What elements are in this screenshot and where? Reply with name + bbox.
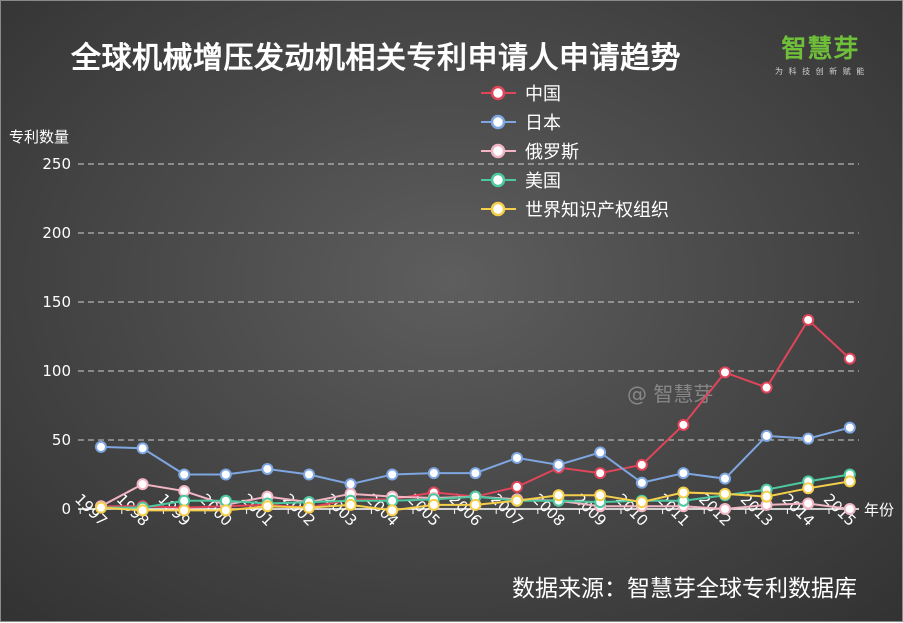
data-point: [219, 504, 232, 517]
data-point: [469, 467, 482, 480]
data-point: [843, 475, 856, 488]
data-point: [552, 458, 565, 471]
series-4: [95, 475, 856, 517]
data-point: [344, 498, 357, 511]
data-point: [511, 480, 523, 493]
data-point: [95, 501, 107, 514]
y-tick-label: 250: [42, 155, 71, 173]
x-tick-label: 2014: [778, 490, 818, 530]
watermark-text: @ 智慧芽: [627, 382, 713, 406]
data-point: [635, 476, 648, 489]
data-point: [386, 504, 399, 517]
legend-marker: [490, 172, 506, 188]
y-tick-label: 100: [42, 362, 71, 380]
data-point: [427, 498, 440, 511]
data-point: [178, 504, 191, 517]
data-point: [760, 429, 773, 442]
data-point: [843, 352, 856, 365]
y-tick-label: 200: [42, 224, 71, 242]
data-point: [760, 381, 773, 394]
data-point: [594, 467, 607, 480]
data-point: [511, 451, 523, 464]
data-point: [760, 490, 773, 503]
data-point: [719, 487, 731, 500]
data-point: [178, 485, 191, 498]
legend-marker: [490, 201, 506, 217]
x-axis-title: 年份: [864, 501, 894, 519]
data-point: [469, 498, 482, 511]
legend-label: 俄罗斯: [525, 142, 579, 163]
data-point: [136, 442, 149, 455]
data-point: [219, 494, 232, 507]
logo-tagline: 为 科 技 创 新 赋 能: [775, 67, 866, 76]
data-point: [594, 446, 607, 459]
series-lines: [95, 313, 856, 517]
data-point: [219, 468, 232, 481]
data-point: [136, 478, 149, 491]
legend-item: 美国: [481, 171, 561, 192]
data-point: [552, 489, 565, 502]
legend-item: 中国: [481, 84, 561, 105]
legend-label: 美国: [525, 171, 561, 192]
data-point: [802, 432, 815, 445]
series-line: [101, 318, 851, 509]
data-point: [261, 462, 274, 475]
data-point: [178, 468, 191, 481]
data-point: [344, 478, 357, 491]
legend-marker: [490, 143, 506, 159]
data-point: [261, 500, 274, 513]
data-point: [303, 501, 315, 514]
data-point: [95, 440, 107, 453]
data-point: [802, 497, 815, 510]
chart-title: 全球机械增压发动机相关专利申请人申请趋势: [71, 41, 681, 76]
y-tick-label: 50: [52, 431, 71, 449]
data-point: [178, 494, 191, 507]
data-point: [843, 503, 856, 515]
legend-item: 日本: [481, 113, 561, 134]
data-point: [635, 496, 648, 509]
data-point: [136, 504, 149, 517]
legend-label: 中国: [525, 84, 561, 105]
data-point: [386, 494, 399, 507]
data-point: [427, 467, 440, 480]
data-point: [677, 486, 690, 499]
series-0: [95, 313, 856, 514]
data-point: [677, 467, 690, 480]
legend-marker: [490, 114, 506, 130]
gridlines: [78, 163, 859, 441]
legend-marker: [490, 85, 506, 101]
logo-text: 智慧芽: [781, 34, 860, 63]
legend-item: 俄罗斯: [481, 142, 579, 163]
data-point: [594, 489, 607, 502]
y-tick-label: 0: [61, 500, 71, 518]
data-source-note: 数据来源：智慧芽全球专利数据库: [512, 576, 857, 602]
data-point: [843, 421, 856, 434]
legend-label: 日本: [525, 113, 561, 134]
y-axis-title: 专利数量: [9, 128, 69, 146]
data-point: [802, 482, 815, 495]
data-point: [303, 468, 315, 481]
data-point: [802, 313, 815, 326]
legend-label: 世界知识产权组织: [525, 200, 669, 221]
data-point: [511, 494, 523, 507]
data-point: [677, 418, 690, 431]
legend-item: 世界知识产权组织: [481, 200, 669, 221]
data-point: [719, 503, 731, 515]
series-1: [95, 421, 856, 491]
data-point: [386, 468, 399, 481]
data-point: [635, 458, 648, 471]
data-point: [719, 472, 731, 485]
y-tick-label: 150: [42, 293, 71, 311]
data-point: [719, 366, 731, 379]
brand-logo: 智慧芽 为 科 技 创 新 赋 能: [775, 35, 866, 77]
